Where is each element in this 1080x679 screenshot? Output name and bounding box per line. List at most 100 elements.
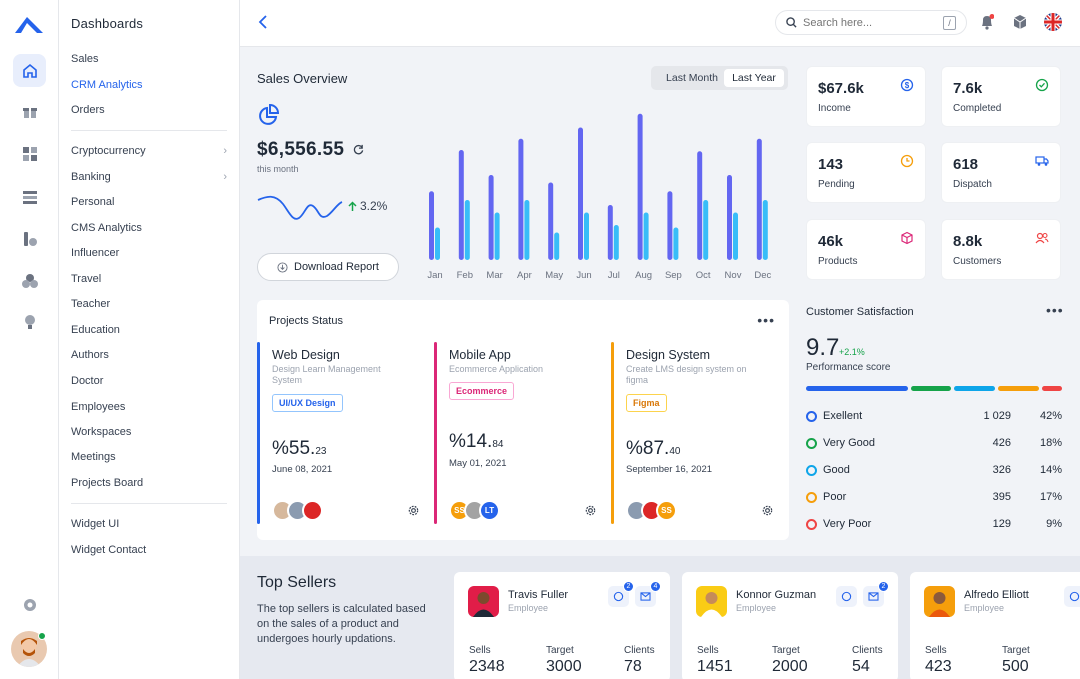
sidebar-item-meetings[interactable]: Meetings	[71, 451, 227, 463]
sidebar-item-widget-contact[interactable]: Widget Contact	[71, 544, 227, 556]
row-percent: 18%	[1039, 437, 1062, 449]
stat-card-completed[interactable]: 7.6k Completed	[941, 66, 1061, 127]
stat-value: 7.6k	[953, 80, 983, 97]
logo-icon[interactable]	[13, 13, 45, 35]
sidebar-item-education[interactable]: Education	[71, 324, 227, 336]
project-date: September 16, 2021	[626, 464, 713, 475]
sidebar-item-crm-analytics[interactable]: CRM Analytics	[71, 79, 227, 91]
sidebar-item-influencer[interactable]: Influencer	[71, 247, 227, 259]
bar-jul-series-2	[613, 225, 619, 260]
ring-icon	[806, 519, 817, 530]
bar-jan-series-1	[429, 191, 434, 260]
satisfaction-title: Customer Satisfaction	[806, 306, 914, 318]
settings-icon[interactable]	[13, 588, 46, 621]
refresh-icon[interactable]	[353, 144, 364, 155]
sidebar-item-cms-analytics[interactable]: CMS Analytics	[71, 222, 227, 234]
seller-card[interactable]: Travis Fuller Employee 2 4 Sells Target …	[454, 572, 670, 679]
segment-very-poor	[1042, 386, 1062, 391]
chat-button[interactable]	[1064, 586, 1080, 607]
stat-card-products[interactable]: 46k Products	[806, 219, 926, 280]
project-date: June 08, 2021	[272, 464, 333, 475]
sidebar-item-teacher[interactable]: Teacher	[71, 298, 227, 310]
sidebar-item-projects-board[interactable]: Projects Board	[71, 477, 227, 489]
flag-uk-icon[interactable]	[1043, 12, 1063, 32]
mail-button[interactable]: 4	[635, 581, 661, 607]
bar-jan-series-2	[435, 227, 440, 260]
last-year-button[interactable]: Last Year	[724, 69, 784, 87]
apps-icon[interactable]	[13, 222, 46, 255]
project-mobile-app[interactable]: Mobile App Ecommerce Application Ecommer…	[434, 342, 610, 524]
project-tag[interactable]: UI/UX Design	[272, 394, 343, 412]
search-box[interactable]: /	[775, 10, 967, 35]
sidebar-item-employees[interactable]: Employees	[71, 401, 227, 413]
chat-button[interactable]: 2	[608, 581, 634, 607]
stat-card-dispatch[interactable]: 618 Dispatch	[941, 142, 1061, 203]
project-desc: Design Learn Management System	[272, 364, 381, 385]
sidebar-item-orders[interactable]: Orders	[71, 104, 227, 116]
satisfaction-row: Good 326 14%	[806, 464, 1062, 478]
sidebar-item-cryptocurrency[interactable]: Cryptocurrency ›	[71, 145, 227, 157]
x-tick-label: Aug	[635, 270, 652, 281]
sidebar-item-travel[interactable]: Travel	[71, 273, 227, 285]
member-avatar[interactable]: SS	[656, 500, 677, 521]
project-web-design[interactable]: Web Design Design Learn Management Syste…	[257, 342, 433, 524]
seller-card[interactable]: Konnor Guzman Employee 2 Sells Target Cl…	[682, 572, 898, 679]
more-options-icon[interactable]: •••	[1046, 302, 1064, 318]
sidebar-item-label: Cryptocurrency	[71, 145, 146, 157]
back-chevron-icon[interactable]	[258, 15, 268, 29]
member-avatar[interactable]	[302, 500, 323, 521]
seller-role: Employee	[964, 603, 1005, 613]
cube-app-icon[interactable]	[1012, 14, 1028, 30]
x-tick-label: Jul	[608, 270, 620, 281]
bell-icon[interactable]	[980, 14, 994, 30]
member-avatar[interactable]: LT	[479, 500, 500, 521]
projects-status-title: Projects Status	[269, 315, 343, 327]
download-report-button[interactable]: Download Report	[257, 253, 399, 281]
sidebar-item-widget-ui[interactable]: Widget UI	[71, 518, 227, 530]
row-count: 129	[992, 518, 1011, 530]
row-count: 326	[992, 464, 1011, 476]
stat-card-customers[interactable]: 8.8k Customers	[941, 219, 1061, 280]
chevron-right-icon: ›	[223, 171, 227, 183]
sidebar-item-sales[interactable]: Sales	[71, 53, 227, 65]
sidebar-item-authors[interactable]: Authors	[71, 349, 227, 361]
dashboard-grid-icon[interactable]	[13, 137, 46, 170]
sidebar-item-personal[interactable]: Personal	[71, 196, 227, 208]
gear-icon[interactable]	[761, 504, 774, 517]
seller-card[interactable]: Alfredo Elliott Employee Sells Target 42…	[910, 572, 1080, 679]
sales-overview-title: Sales Overview	[257, 71, 348, 86]
users-icon	[1035, 232, 1049, 244]
gift-icon[interactable]	[13, 95, 46, 128]
chat-button[interactable]	[836, 586, 857, 607]
sidebar-item-doctor[interactable]: Doctor	[71, 375, 227, 387]
gear-icon[interactable]	[584, 504, 597, 517]
search-shortcut-key: /	[943, 16, 956, 30]
satisfaction-score: 9.7	[806, 334, 840, 361]
sidebar-divider	[71, 130, 227, 131]
sells-value: 2348	[469, 658, 505, 675]
stat-card-pending[interactable]: 143 Pending	[806, 142, 926, 203]
more-options-icon[interactable]: •••	[757, 312, 775, 328]
sidebar-item-label: Projects Board	[71, 477, 144, 489]
project-percent-int: %87.	[626, 438, 670, 459]
stat-card-income[interactable]: $67.6k Income $	[806, 66, 926, 127]
project-percent: %14.84	[449, 431, 503, 453]
search-input[interactable]	[803, 16, 933, 29]
sidebar-item-banking[interactable]: Banking ›	[71, 171, 227, 183]
layers-icon[interactable]	[13, 180, 46, 213]
mail-button[interactable]: 2	[863, 581, 889, 607]
mail-icon	[640, 592, 651, 601]
sidebar-item-label: Banking	[71, 171, 111, 183]
gear-icon[interactable]	[407, 504, 420, 517]
home-icon[interactable]	[13, 54, 46, 87]
users-group-icon[interactable]	[13, 264, 46, 297]
project-design-system[interactable]: Design System Create LMS design system o…	[611, 342, 787, 524]
bar-oct-series-1	[697, 151, 703, 260]
project-tag[interactable]: Figma	[626, 394, 667, 412]
last-month-button[interactable]: Last Month	[666, 72, 718, 84]
sidebar-item-label: Sales	[71, 53, 99, 65]
lightbulb-icon[interactable]	[13, 305, 46, 338]
sidebar-item-workspaces[interactable]: Workspaces	[71, 426, 227, 438]
sidebar-item-label: CRM Analytics	[71, 79, 143, 91]
project-tag[interactable]: Ecommerce	[449, 382, 515, 400]
